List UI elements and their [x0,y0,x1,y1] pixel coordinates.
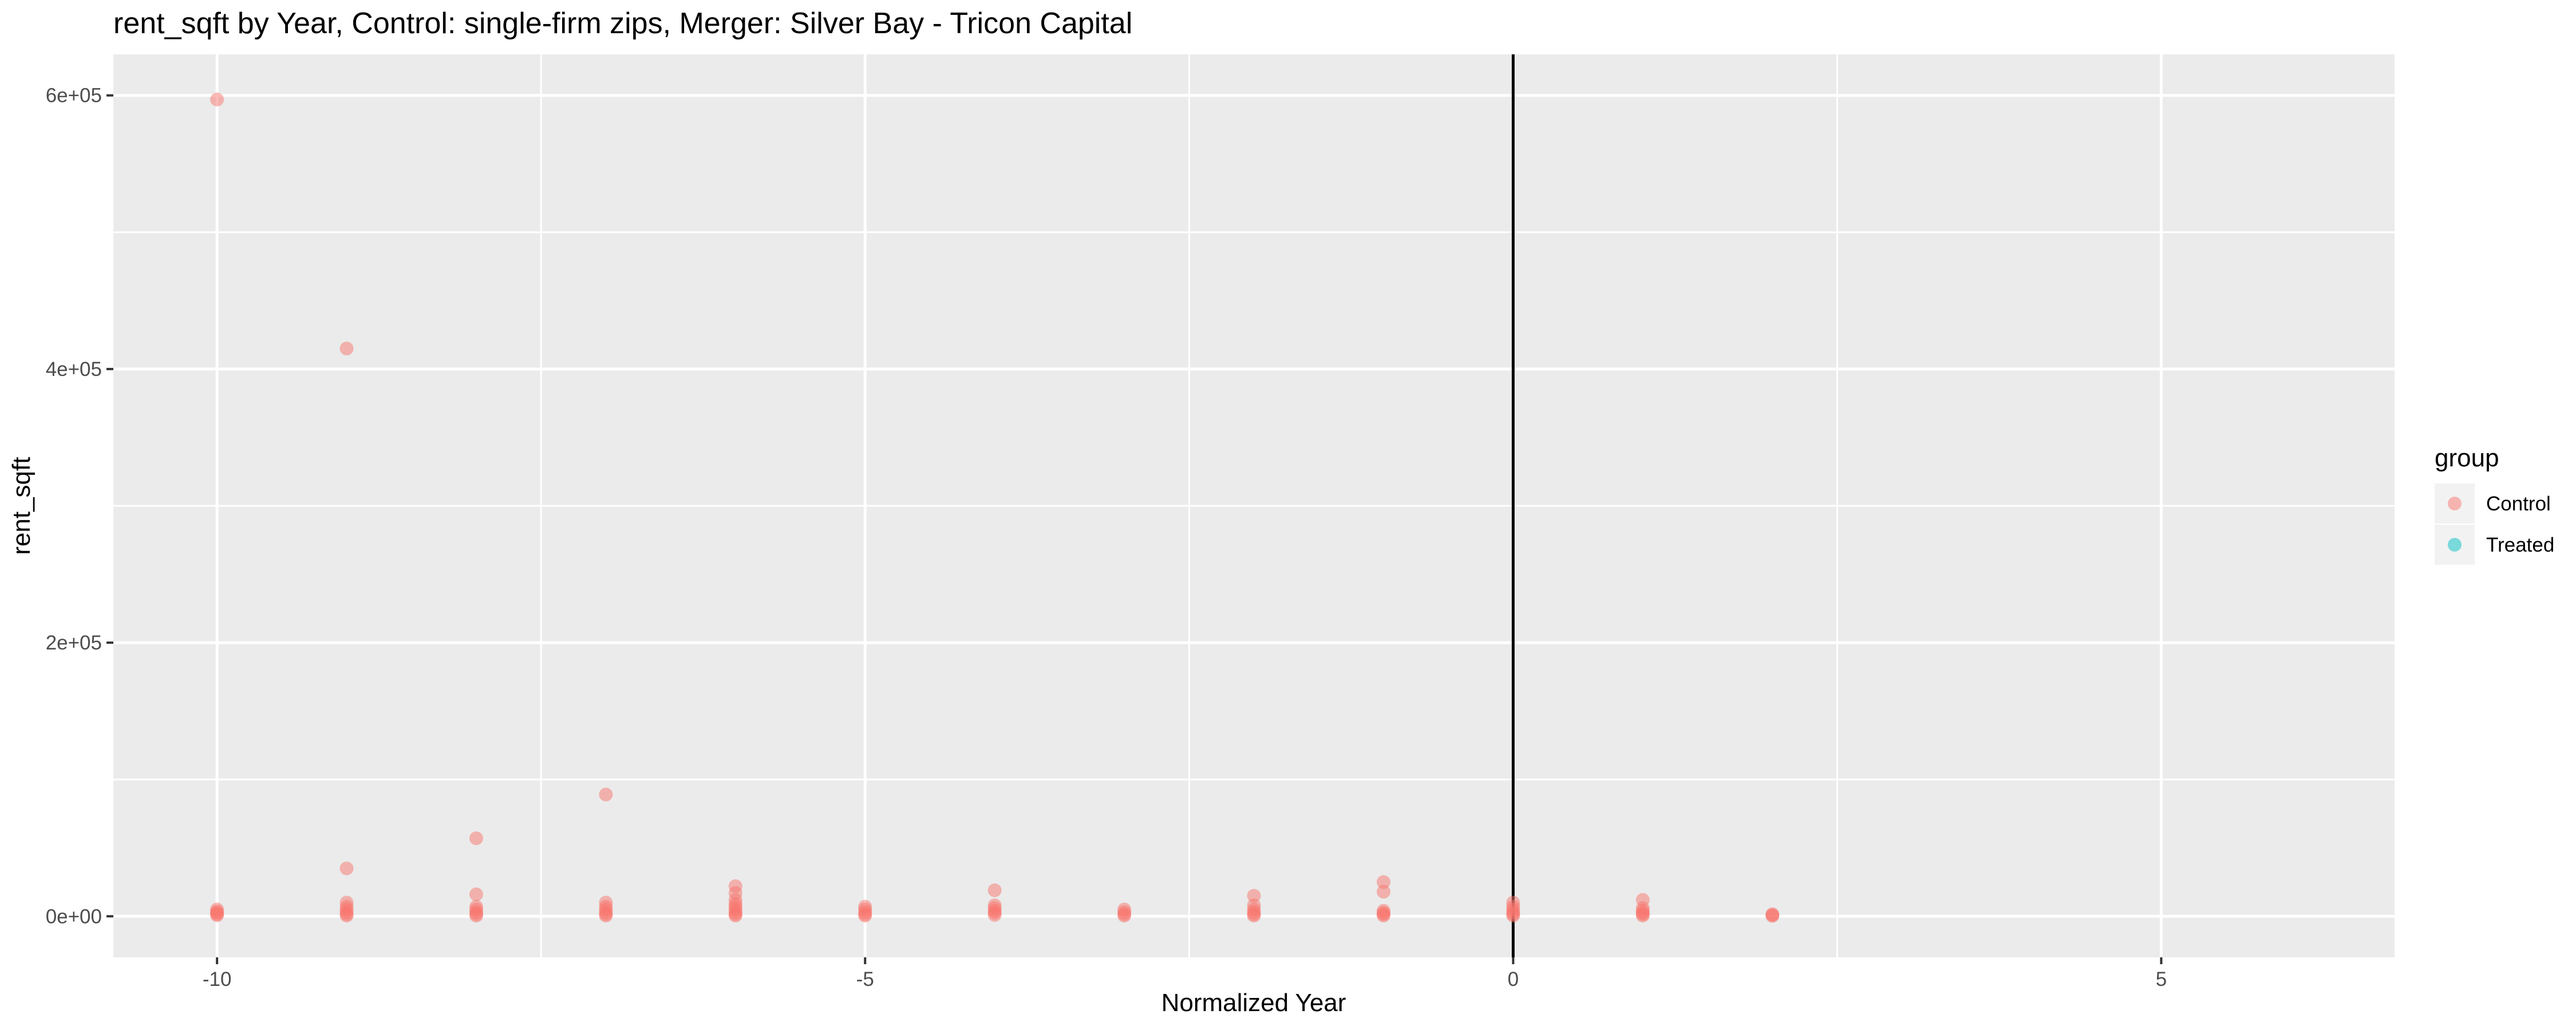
data-point-control [339,861,354,876]
x-axis-title: Normalized Year [1161,989,1346,1017]
data-point-control [1765,909,1780,923]
legend-items: Control Treated [2435,484,2554,565]
legend: group Control Treated [2435,444,2554,565]
chart-title: rent_sqft by Year, Control: single-firm … [113,7,1132,40]
data-point-control [210,908,224,922]
data-point-control [858,909,872,923]
data-point-control [339,342,354,356]
legend-label-treated: Treated [2486,534,2554,556]
data-point-control [469,888,483,902]
x-tick-label: 5 [2156,968,2167,991]
y-axis: 0e+00 2e+05 4e+05 6e+05 [46,85,113,928]
x-tick-label: 0 [1508,968,1519,991]
data-point-control [469,909,483,923]
data-point-control [210,92,224,106]
data-point-control [987,883,1002,897]
data-point-control [339,909,354,923]
data-point-control [469,831,483,845]
data-point-control [1376,875,1390,889]
data-point-control [1506,909,1520,923]
legend-title: group [2435,444,2499,472]
y-tick-label: 4e+05 [46,358,102,381]
data-point-control [728,909,742,923]
minor-gridlines [113,54,2395,957]
y-axis-title: rent_sqft [7,457,35,554]
y-tick-label: 2e+05 [46,632,102,654]
x-tick-label: -5 [856,968,874,991]
data-point-control [599,909,613,923]
data-point-control [1117,909,1132,923]
x-axis: -10 -5 0 5 [203,957,2167,991]
y-tick-label: 6e+05 [46,85,102,107]
data-point-control [1247,889,1261,903]
data-point-control [1376,909,1390,923]
data-point-control [987,908,1002,922]
legend-label-control: Control [2486,493,2551,515]
y-tick-label: 0e+00 [46,905,102,928]
data-point-control [1635,909,1650,923]
data-point-control [1376,885,1390,899]
legend-key-treated [2448,538,2462,552]
data-points [210,92,1780,923]
x-tick-label: -10 [203,968,232,991]
legend-key-control [2448,497,2462,510]
data-point-control [599,787,613,802]
data-point-control [1247,909,1261,923]
